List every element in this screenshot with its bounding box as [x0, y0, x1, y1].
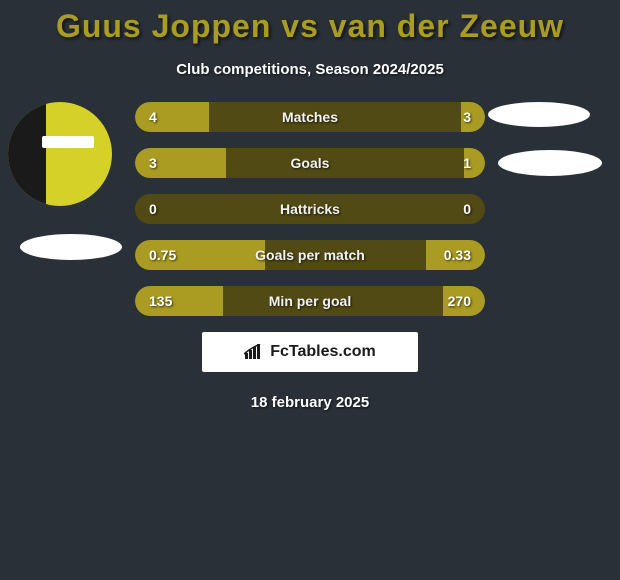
stat-label: Matches [135, 102, 485, 132]
stat-value-right: 270 [448, 286, 471, 316]
stat-value-right: 0 [463, 194, 471, 224]
stat-row: 4Matches3 [135, 102, 485, 132]
brand-text: FcTables.com [270, 343, 376, 361]
stat-value-right: 3 [463, 102, 471, 132]
stat-rows: 4Matches33Goals10Hattricks00.75Goals per… [135, 102, 485, 316]
stat-value-right: 0.33 [444, 240, 471, 270]
player-left-name-placeholder [20, 234, 122, 260]
chart-icon [244, 344, 264, 360]
comparison-panel: 4Matches33Goals10Hattricks00.75Goals per… [0, 102, 620, 411]
player-right-name-placeholder [498, 150, 602, 176]
page-title: Guus Joppen vs van der Zeeuw [0, 0, 620, 45]
stat-row: 135Min per goal270 [135, 286, 485, 316]
stat-row: 0Hattricks0 [135, 194, 485, 224]
stat-row: 0.75Goals per match0.33 [135, 240, 485, 270]
stat-label: Hattricks [135, 194, 485, 224]
date-label: 18 february 2025 [0, 394, 620, 411]
brand-watermark: FcTables.com [202, 332, 418, 372]
stat-label: Goals per match [135, 240, 485, 270]
stat-row: 3Goals1 [135, 148, 485, 178]
player-right-avatar-placeholder [488, 102, 590, 127]
stat-value-right: 1 [463, 148, 471, 178]
stat-label: Goals [135, 148, 485, 178]
stat-label: Min per goal [135, 286, 485, 316]
subtitle: Club competitions, Season 2024/2025 [0, 61, 620, 78]
player-left-avatar [8, 102, 112, 206]
